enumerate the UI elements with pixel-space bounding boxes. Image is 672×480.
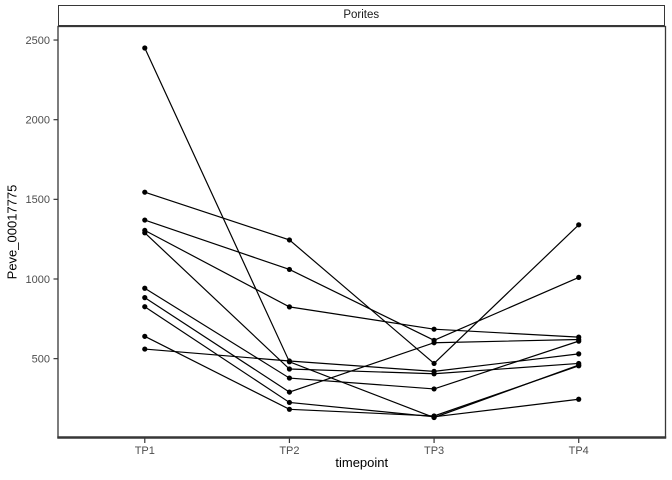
data-point xyxy=(286,266,293,273)
series-line xyxy=(144,348,580,372)
data-point xyxy=(286,358,293,364)
data-point xyxy=(286,406,293,412)
data-point xyxy=(431,360,437,367)
data-point xyxy=(286,237,293,243)
series-line xyxy=(144,219,580,341)
y-axis-title: Peve_00017775 xyxy=(4,184,20,280)
y-tick-label: 2500 xyxy=(26,35,50,47)
x-tick-label: TP1 xyxy=(135,445,155,457)
data-point xyxy=(576,222,582,228)
panel-border xyxy=(57,25,667,439)
data-point xyxy=(286,375,293,381)
series-line xyxy=(144,297,580,393)
facet-strip: Porites xyxy=(58,4,665,26)
data-point xyxy=(286,399,293,406)
data-point xyxy=(576,363,582,369)
data-point xyxy=(142,230,148,236)
data-point xyxy=(286,304,293,310)
data-point xyxy=(576,274,582,281)
x-tick-label: TP4 xyxy=(569,445,589,457)
series-line xyxy=(144,335,580,417)
y-tick-label: 1500 xyxy=(26,194,50,206)
data-point xyxy=(431,368,437,374)
series-line xyxy=(144,232,580,375)
data-point xyxy=(431,413,437,419)
data-point xyxy=(142,346,148,352)
data-point xyxy=(576,396,582,402)
data-point xyxy=(142,217,148,223)
y-tick-label: 1000 xyxy=(26,274,50,286)
data-point xyxy=(286,366,293,372)
data-point xyxy=(576,351,582,357)
data-point xyxy=(431,340,437,346)
data-point xyxy=(576,336,582,343)
data-point xyxy=(142,304,148,310)
data-point xyxy=(431,326,437,332)
y-tick-label: 500 xyxy=(32,353,50,365)
data-point xyxy=(142,285,148,291)
series-line xyxy=(144,229,580,338)
data-point xyxy=(142,45,148,51)
y-tick-label: 2000 xyxy=(26,114,50,126)
x-axis-title: timepoint xyxy=(335,455,389,470)
x-tick-label: TP2 xyxy=(279,445,299,457)
series-line xyxy=(144,287,580,390)
data-point xyxy=(142,333,148,339)
facet-strip-label: Porites xyxy=(343,9,380,21)
x-tick-label: TP3 xyxy=(424,445,444,457)
data-point xyxy=(431,386,437,392)
data-point xyxy=(142,295,148,301)
series-line xyxy=(144,191,580,365)
data-point xyxy=(286,389,293,395)
data-point xyxy=(142,189,148,195)
